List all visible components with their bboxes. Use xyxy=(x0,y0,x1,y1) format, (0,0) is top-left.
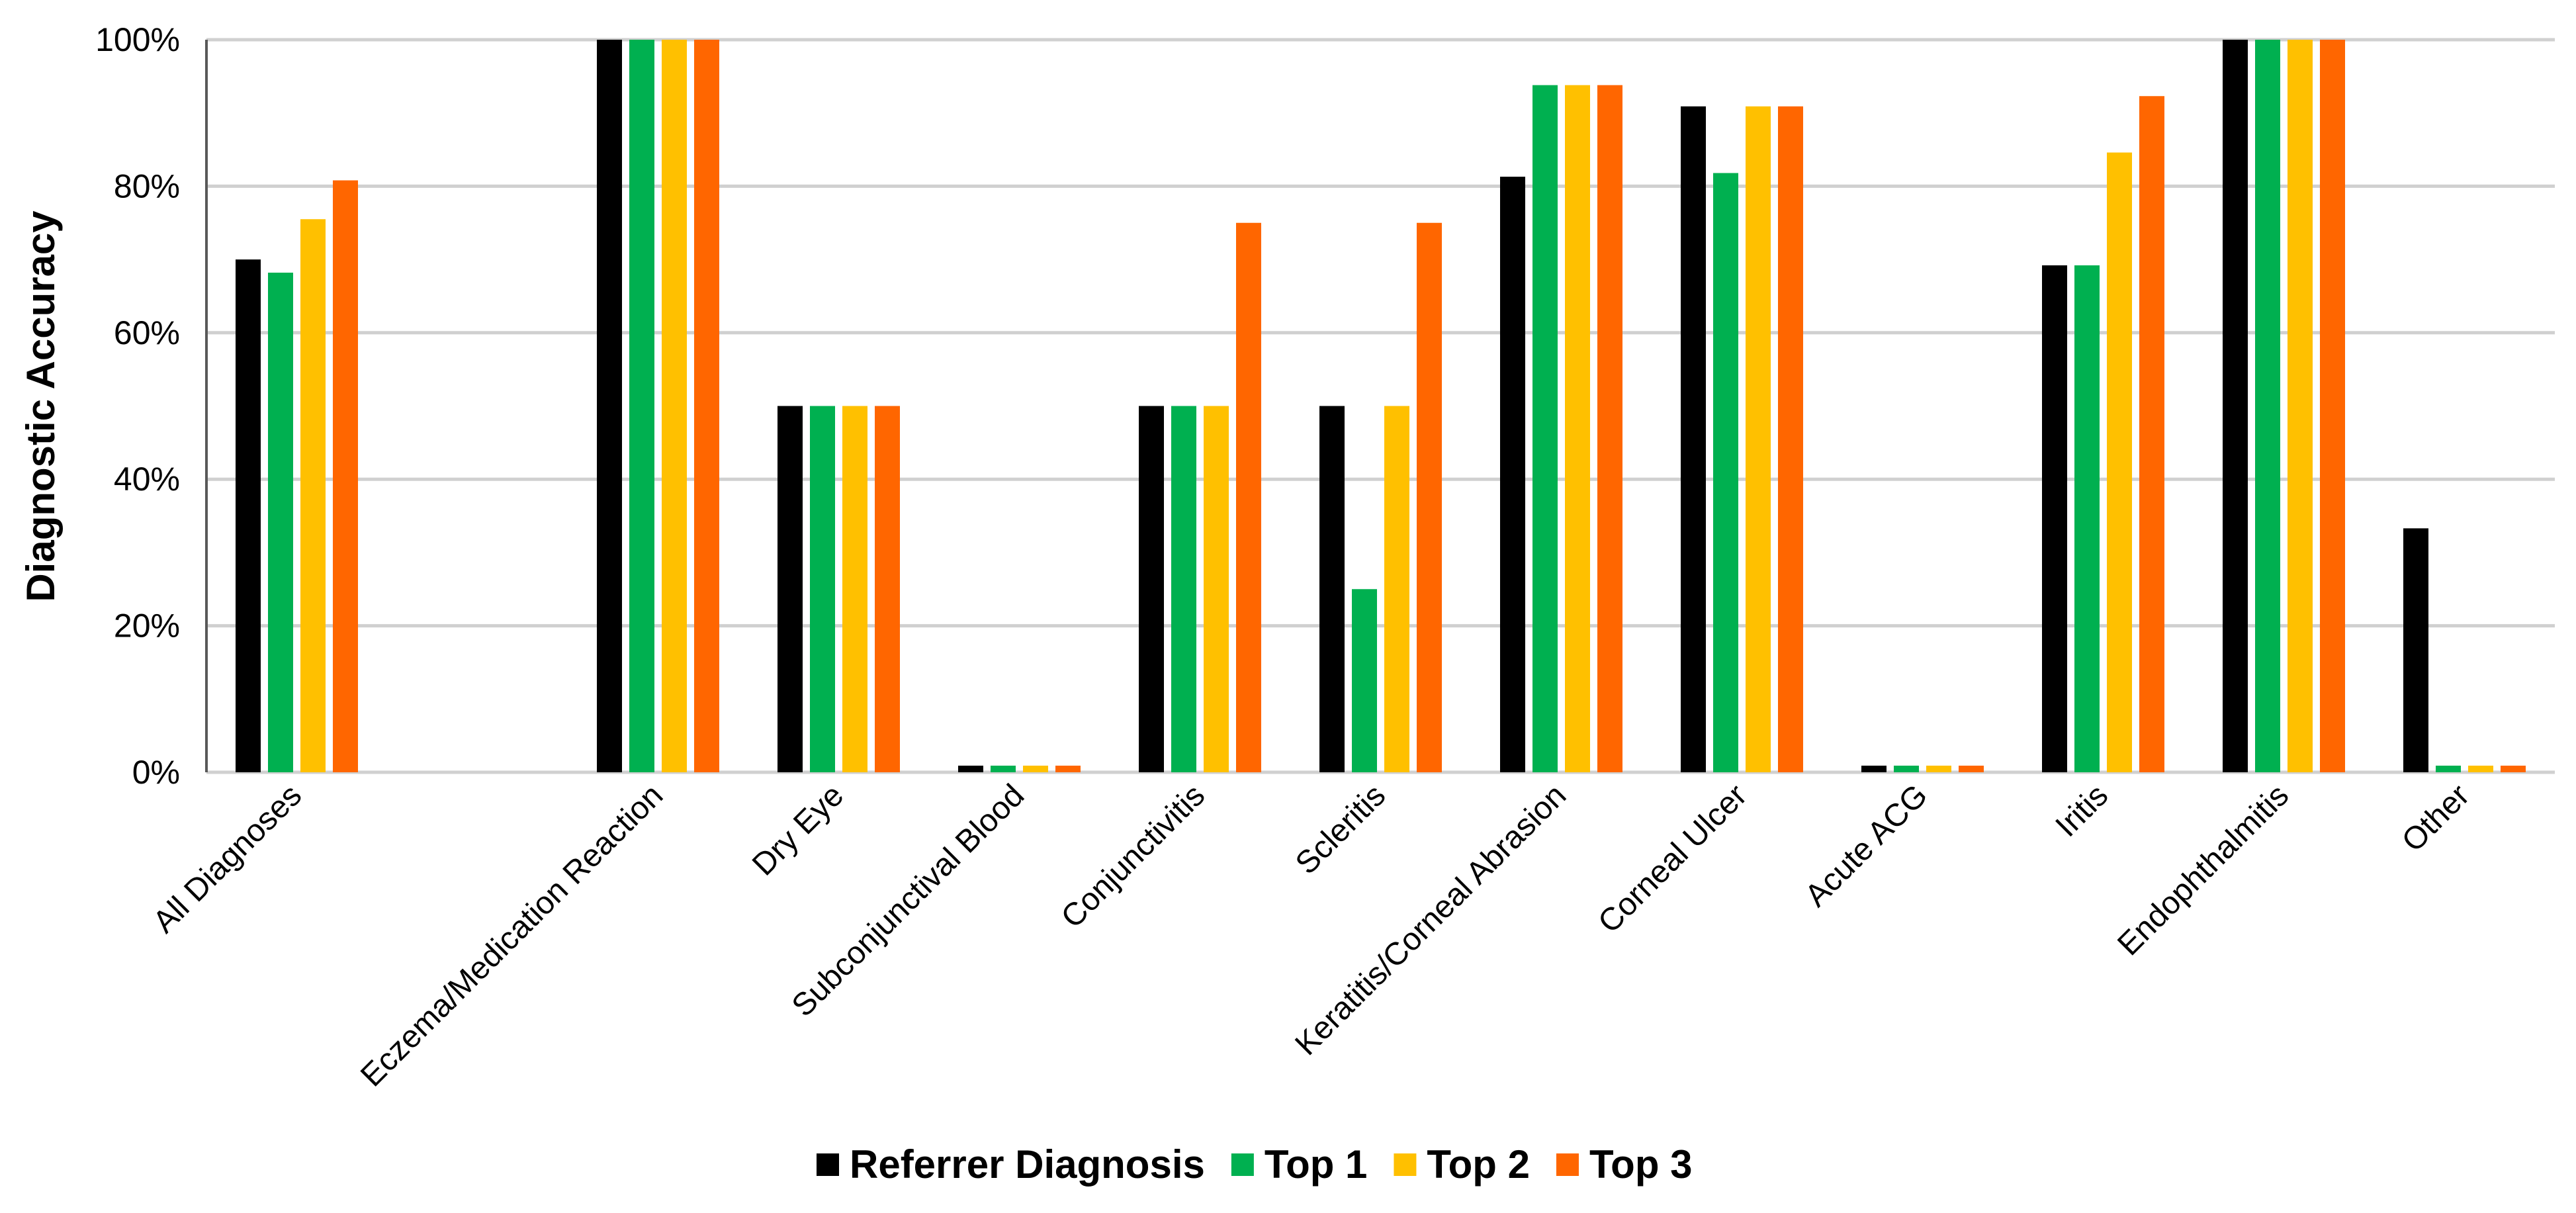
bar-top-1 xyxy=(2074,265,2100,772)
bar-top-1 xyxy=(268,273,293,772)
x-tick-label: Conjunctivitis xyxy=(1055,778,1212,934)
x-tick-label: Acute ACG xyxy=(1799,778,1934,913)
gridlines xyxy=(206,38,2555,774)
bar-top-3 xyxy=(1055,766,1081,772)
legend-label: Top 2 xyxy=(1427,1142,1530,1187)
x-tick-label: Dry Eye xyxy=(746,778,850,882)
x-tick-label: All Diagnoses xyxy=(146,778,308,940)
legend-swatch xyxy=(1394,1153,1417,1176)
bar-referrer-diagnosis xyxy=(1139,406,1164,772)
legend-label: Top 3 xyxy=(1589,1142,1693,1187)
x-tick-labels: All Diagnoses Eczema/Medication Reaction D… xyxy=(146,778,2476,1093)
bars xyxy=(236,40,2526,773)
x-tick-label: Iritis xyxy=(2049,778,2115,844)
bar-top-2 xyxy=(1746,106,1771,772)
bar-top-2 xyxy=(1023,766,1048,772)
bar-top-1 xyxy=(1352,589,1377,772)
legend-swatch xyxy=(1231,1153,1254,1176)
bar-top-3 xyxy=(1959,766,1984,772)
x-tick-label: Corneal Ulcer xyxy=(1591,778,1754,940)
bar-referrer-diagnosis xyxy=(2042,265,2067,772)
bar-referrer-diagnosis xyxy=(1319,406,1345,772)
bar-top-3 xyxy=(333,180,358,772)
bar-top-1 xyxy=(1171,406,1196,772)
bar-referrer-diagnosis xyxy=(2223,40,2248,772)
x-tick-label: Endophthalmitis xyxy=(2111,778,2295,962)
bar-referrer-diagnosis xyxy=(2403,528,2428,772)
bar-top-2 xyxy=(842,406,867,772)
y-tick-label: 0% xyxy=(132,754,180,791)
bar-top-3 xyxy=(875,406,900,772)
bar-top-3 xyxy=(2139,96,2164,772)
bar-top-3 xyxy=(1778,106,1803,772)
bar-referrer-diagnosis xyxy=(1681,106,1706,772)
bar-top-1 xyxy=(1532,85,1558,772)
bar-top-3 xyxy=(1236,222,1261,772)
bar-top-1 xyxy=(1713,173,1738,772)
bar-top-1 xyxy=(2255,40,2280,772)
bar-top-3 xyxy=(1417,222,1442,772)
bar-top-2 xyxy=(2468,766,2493,772)
bar-top-3 xyxy=(1597,85,1622,772)
legend-swatch xyxy=(817,1153,839,1176)
y-tick-label: 40% xyxy=(114,461,180,498)
y-tick-label: 80% xyxy=(114,167,180,204)
x-tick-label: Other xyxy=(2395,778,2476,858)
bar-top-2 xyxy=(662,40,687,772)
y-tick-label: 20% xyxy=(114,607,180,645)
y-tick-label: 100% xyxy=(95,21,180,58)
bar-referrer-diagnosis xyxy=(777,406,803,772)
bar-top-1 xyxy=(991,766,1016,772)
bar-referrer-diagnosis xyxy=(236,259,261,773)
bar-top-2 xyxy=(1384,406,1409,772)
bar-referrer-diagnosis xyxy=(1861,766,1887,772)
bar-top-2 xyxy=(300,219,326,773)
x-tick-label: Eczema/Medication Reaction xyxy=(354,778,670,1093)
y-tick-labels: 0% 20% 40% 60% 80% 100% xyxy=(95,21,180,791)
bar-top-2 xyxy=(2287,40,2313,772)
bar-top-1 xyxy=(810,406,835,772)
legend: Referrer Diagnosis Top 1 Top 2 Top 3 xyxy=(817,1142,1693,1187)
bar-top-1 xyxy=(2436,766,2461,772)
bar-top-1 xyxy=(1894,766,1919,772)
bar-top-2 xyxy=(2107,152,2132,772)
bar-referrer-diagnosis xyxy=(597,40,622,772)
y-tick-label: 60% xyxy=(114,314,180,351)
bar-top-3 xyxy=(694,40,719,772)
bar-referrer-diagnosis xyxy=(958,766,983,772)
x-tick-label: Scleritis xyxy=(1289,778,1392,881)
bar-top-3 xyxy=(2320,40,2345,772)
bar-top-2 xyxy=(1926,766,1951,772)
bar-top-2 xyxy=(1565,85,1590,772)
bar-referrer-diagnosis xyxy=(1500,177,1525,772)
legend-label: Referrer Diagnosis xyxy=(850,1142,1205,1187)
legend-swatch xyxy=(1556,1153,1579,1176)
y-axis-label: Diagnostic Accuracy xyxy=(19,210,63,602)
bar-top-2 xyxy=(1204,406,1229,772)
bar-top-3 xyxy=(2501,766,2526,772)
legend-label: Top 1 xyxy=(1265,1142,1368,1187)
bar-top-1 xyxy=(629,40,654,772)
